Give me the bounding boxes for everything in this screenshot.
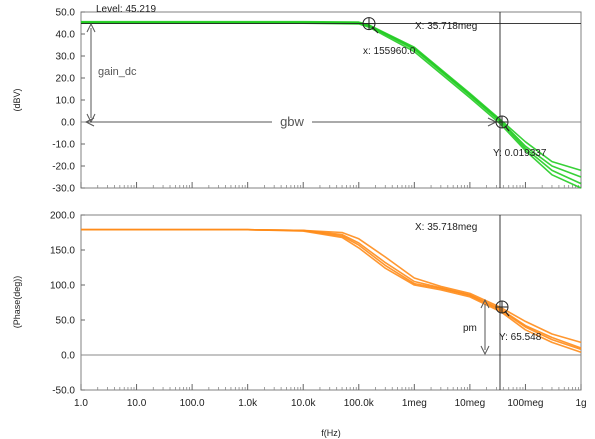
gain-cursor-x-label: X: 35.718meg: [415, 21, 477, 32]
phase-ytick-label: -50.0: [52, 386, 75, 397]
pm-arrowhead-top: [480, 298, 490, 309]
gain-panel: (dBV) 50.0 40.0 30.0 20.0 10.0 0.0 -10.0 -20.0 -…: [12, 4, 582, 195]
phase-ytick-label: 100.0: [50, 281, 75, 292]
gain-ytick-label: 10.0: [56, 96, 76, 107]
gain-dc-label: gain_dc: [98, 66, 137, 78]
gain-annotations: gbw gain_dc Level: 45.219 X: 35.718meg x…: [81, 4, 581, 188]
gain-ytick-label: -30.0: [52, 184, 75, 195]
gain-yticks: 50.0 40.0 30.0 20.0 10.0 0.0 -10.0 -20.0 -30.0: [52, 8, 85, 195]
gbw-arrowhead-left: [84, 117, 95, 127]
gain-ytick-label: -10.0: [52, 140, 75, 151]
xtick-label: 1.0: [74, 398, 88, 409]
xtick-label: 100.0: [180, 398, 205, 409]
xtick-label: 10.0k: [291, 398, 316, 409]
phase-series-line-4: [81, 228, 582, 351]
level-label: Level: 45.219: [96, 4, 156, 15]
gain-ytick-label: 20.0: [56, 74, 76, 85]
phase-series: [81, 228, 582, 353]
xtick-label: 1meg: [402, 398, 427, 409]
phase-ytick-label: 50.0: [56, 316, 76, 327]
phase-yticks: 200.0 150.0 100.0 50.0 0.0 -50.0: [50, 211, 85, 397]
phase-ylabel: (Phase(deg)): [12, 276, 22, 329]
gain-ytick-label: 40.0: [56, 30, 76, 41]
phase-cursor-x-label: X: 35.718meg: [415, 222, 477, 233]
pm-arrowhead-bottom: [480, 345, 490, 356]
xtick-label: 1.0k: [238, 398, 258, 409]
phase-annotations: pm X: 35.718meg Y: 65.548: [81, 215, 581, 390]
phase-marker-crosshair: [495, 300, 510, 317]
phase-xticks: 1.0 10.0 100.0 1.0k 10.0k 100.0k 1meg 10meg 100m…: [74, 384, 587, 409]
gain-ylabel: (dBV): [12, 88, 22, 111]
marker2-crosshair: [495, 115, 510, 132]
xtick-label: 10.0: [127, 398, 147, 409]
xtick-label: 100meg: [507, 398, 543, 409]
phase-marker-y-label: Y: 65.548: [499, 332, 542, 343]
phase-xlabel: f(Hz): [321, 428, 341, 438]
xtick-label: 100.0k: [344, 398, 375, 409]
gain-ytick-label: 50.0: [56, 8, 76, 19]
gain-dc-arrowhead-top: [86, 22, 96, 33]
phase-ytick-label: 0.0: [61, 351, 75, 362]
xtick-label: 10meg: [455, 398, 486, 409]
gain-ytick-label: 30.0: [56, 52, 76, 63]
marker2-y-label: Y: 0.019337: [493, 148, 547, 159]
gbw-label-bg: [272, 114, 312, 129]
gain-ytick-label: -20.0: [52, 162, 75, 173]
phase-panel: (Phase(deg)) 200.0 150.0 100.0 50.0 0.0 -50.0…: [12, 211, 587, 439]
marker1-crosshair: [362, 17, 379, 34]
gain-plot-area: [80, 11, 582, 189]
marker1-x-label: x: 155960.0: [363, 46, 416, 57]
gain-xticks: [80, 182, 582, 188]
gain-ytick-label: 0.0: [61, 118, 75, 129]
xtick-label: 1g: [575, 398, 586, 409]
phase-ytick-label: 200.0: [50, 211, 75, 222]
gbw-label: gbw: [280, 114, 304, 129]
phase-ytick-label: 150.0: [50, 246, 75, 257]
pm-label: pm: [463, 323, 477, 334]
gain-series-line-4: [81, 21, 582, 178]
